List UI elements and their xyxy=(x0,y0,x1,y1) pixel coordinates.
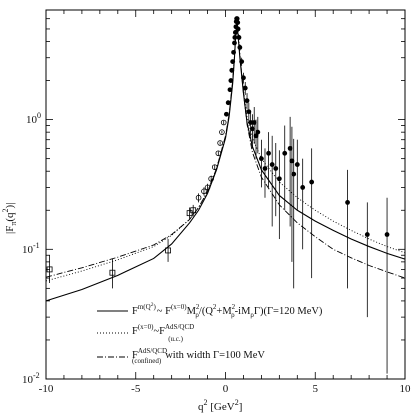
x-tick-label: -10 xyxy=(39,383,54,395)
data-point xyxy=(250,126,255,132)
data-point xyxy=(282,150,288,156)
data-point xyxy=(276,176,282,182)
data-point xyxy=(345,199,350,205)
data-point-open xyxy=(190,207,197,214)
series-line-dashdot xyxy=(45,22,406,279)
data-point xyxy=(269,162,275,167)
data-point xyxy=(294,162,300,167)
legend-entry-2: F(x=0)~FAdS/QCD (u.c.) xyxy=(132,323,194,343)
data-point xyxy=(232,35,238,40)
data-point xyxy=(266,150,271,156)
data-point xyxy=(227,87,233,93)
data-point-open xyxy=(219,129,225,135)
data-point xyxy=(309,179,315,185)
data-point-open xyxy=(109,269,116,276)
data-point xyxy=(237,45,243,50)
y-tick-label: 10-1 xyxy=(22,241,40,256)
data-point xyxy=(225,100,231,106)
series-line-solid xyxy=(45,25,406,302)
x-tick-label: 5 xyxy=(313,383,319,395)
data-point xyxy=(248,120,254,125)
data-point xyxy=(229,67,235,73)
data-point xyxy=(255,129,261,135)
data-point-open xyxy=(211,164,218,170)
ticks-layer xyxy=(45,9,406,380)
plot-frame xyxy=(45,9,406,380)
y-tick-label: 10-2 xyxy=(22,371,40,386)
data-point xyxy=(291,171,297,177)
data-point xyxy=(242,85,248,91)
data-point xyxy=(300,185,306,190)
x-axis-label: q2 [GeV2] xyxy=(198,398,242,413)
series-line-dotted xyxy=(45,24,406,282)
data-point xyxy=(262,166,268,171)
data-point-open xyxy=(165,247,171,254)
data-point xyxy=(235,20,241,25)
data-point xyxy=(289,158,295,164)
data-point xyxy=(251,120,257,125)
legend: Fm(Q2)~ F(x=0)M2 ρ/(Q2+M2 ρ-iMρΓ)(Γ=120 Me… xyxy=(97,302,323,365)
data-point xyxy=(241,75,246,81)
x-tick-label: -5 xyxy=(131,383,141,395)
data-point-open xyxy=(217,140,223,146)
data-point xyxy=(253,133,259,139)
data-point xyxy=(384,232,390,237)
data-point xyxy=(235,26,241,32)
data-point xyxy=(232,40,237,46)
data-point-open xyxy=(201,188,207,195)
x-tick-label: 0 xyxy=(223,383,229,395)
y-axis-label: |Fπ(q2)| xyxy=(1,203,18,234)
data-point xyxy=(244,98,250,104)
legend-entry-1: Fm(Q2)~ F(x=0)M2 ρ/(Q2+M2 ρ-iMρΓ)(Γ=120 Me… xyxy=(132,302,323,319)
data-point xyxy=(246,109,252,115)
data-point xyxy=(273,166,279,171)
data-point xyxy=(232,30,238,35)
data-points-layer xyxy=(46,16,390,374)
data-point-open xyxy=(215,150,222,157)
data-point-open xyxy=(220,119,227,126)
data-point-open xyxy=(204,184,211,191)
data-point xyxy=(239,59,245,65)
data-point xyxy=(230,59,236,65)
x-tick-label: 10 xyxy=(400,383,412,395)
legend-entry-3: FAdS/QCD (confined) with width Γ=100 MeV xyxy=(132,347,265,365)
data-point xyxy=(231,49,236,55)
curves-layer xyxy=(45,22,406,302)
y-tick-label: 100 xyxy=(26,111,41,126)
data-point xyxy=(236,35,242,40)
data-point-open xyxy=(195,194,202,201)
data-point xyxy=(228,78,234,83)
data-point-open xyxy=(208,175,214,182)
data-point xyxy=(223,111,229,117)
data-point xyxy=(234,16,240,22)
data-point xyxy=(364,232,370,237)
data-point xyxy=(259,156,264,162)
data-point xyxy=(287,145,293,151)
